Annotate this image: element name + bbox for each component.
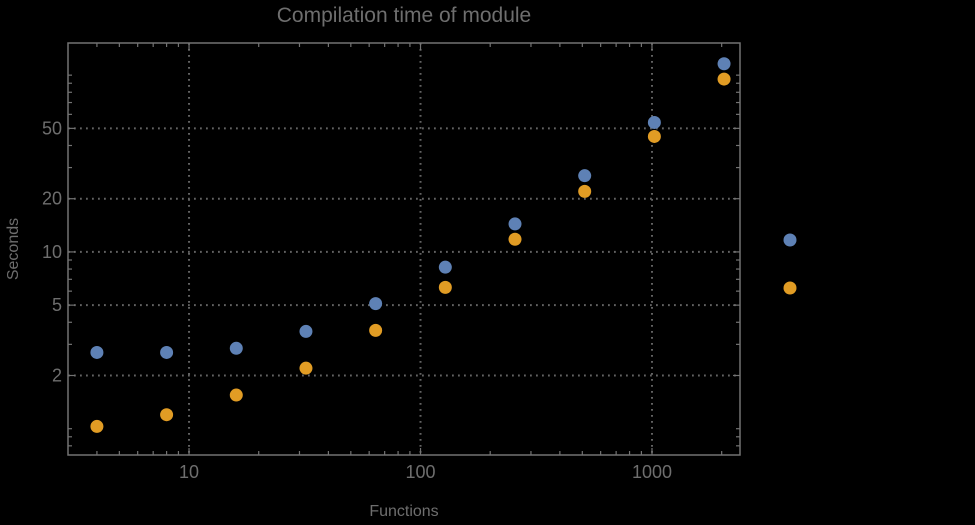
- legend-marker-orange: [783, 281, 797, 295]
- y-tick-label: 20: [42, 189, 62, 209]
- x-tick-label: 10: [179, 462, 199, 482]
- data-point-orange: [160, 408, 174, 422]
- y-tick-label: 50: [42, 118, 62, 138]
- data-point-orange: [299, 361, 313, 375]
- data-point-orange: [717, 72, 731, 86]
- data-point-orange: [508, 232, 522, 246]
- chart-title: Compilation time of module: [276, 4, 532, 27]
- data-point-orange: [90, 419, 104, 433]
- data-point-blue: [647, 115, 661, 129]
- data-point-orange: [647, 129, 661, 143]
- data-point-blue: [578, 169, 592, 183]
- data-point-blue: [717, 57, 731, 71]
- data-point-blue: [369, 297, 383, 311]
- data-point-orange: [578, 184, 592, 198]
- data-point-blue: [90, 345, 104, 359]
- y-tick-label: 10: [42, 242, 62, 262]
- data-point-orange: [229, 388, 243, 402]
- data-point-blue: [229, 341, 243, 355]
- x-axis-label: Functions: [369, 503, 439, 520]
- data-point-blue: [299, 324, 313, 338]
- data-point-orange: [369, 323, 383, 337]
- legend-marker-blue: [783, 233, 797, 247]
- x-tick-label: 100: [405, 462, 435, 482]
- plot-frame: [67, 42, 741, 456]
- y-axis-label: Seconds: [5, 217, 22, 281]
- data-point-blue: [438, 260, 452, 274]
- data-point-orange: [438, 280, 452, 294]
- data-point-blue: [508, 217, 522, 231]
- y-tick-label: 2: [52, 365, 62, 385]
- x-tick-label: 1000: [632, 462, 672, 482]
- data-point-blue: [160, 345, 174, 359]
- y-tick-label: 5: [52, 295, 62, 315]
